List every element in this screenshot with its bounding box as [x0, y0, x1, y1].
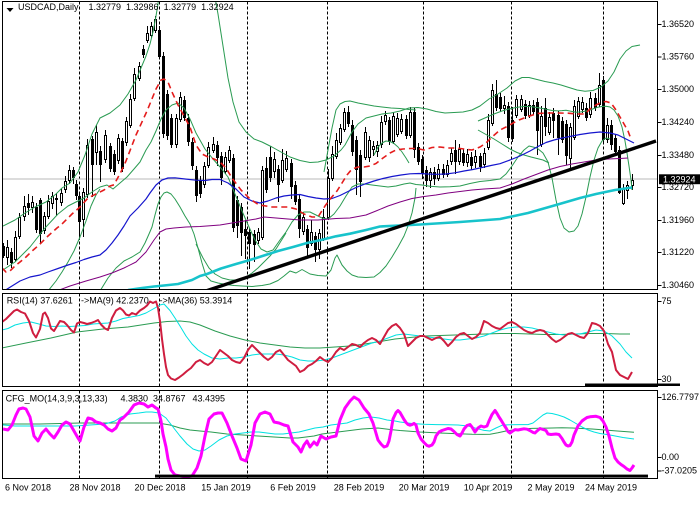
svg-text:34.8767: 34.8767 — [153, 394, 186, 404]
svg-text:20 Mar 2019: 20 Mar 2019 — [399, 483, 450, 493]
svg-text:1.32720: 1.32720 — [662, 182, 695, 192]
svg-text:->MA(36) 53.3914: ->MA(36) 53.3914 — [160, 296, 233, 306]
svg-text:6 Feb 2019: 6 Feb 2019 — [270, 483, 316, 493]
svg-text:43.4395: 43.4395 — [193, 394, 226, 404]
svg-text:28 Nov 2018: 28 Nov 2018 — [69, 483, 120, 493]
svg-text:USDCAD,Daily: USDCAD,Daily — [18, 2, 79, 12]
svg-text:2 May 2019: 2 May 2019 — [527, 483, 574, 493]
svg-text:28 Feb 2019: 28 Feb 2019 — [334, 483, 385, 493]
svg-text:75: 75 — [662, 296, 672, 306]
svg-text:10 Apr 2019: 10 Apr 2019 — [464, 483, 513, 493]
svg-text:1.30460: 1.30460 — [662, 280, 695, 290]
svg-text:1.31220: 1.31220 — [662, 247, 695, 257]
svg-text:1.32779 1.32986 1.32779 1.3: 1.32779 1.32986 1.32779 1.32924 — [89, 2, 234, 12]
svg-text:1.31960: 1.31960 — [662, 215, 695, 225]
svg-text:4.3830: 4.3830 — [121, 394, 149, 404]
svg-text:->MA(9) 42.2370: ->MA(9) 42.2370 — [81, 296, 149, 306]
svg-text:-37.0205: -37.0205 — [662, 466, 698, 476]
svg-text:RSI(14) 37.6261: RSI(14) 37.6261 — [7, 296, 73, 306]
svg-text:30: 30 — [662, 374, 672, 384]
svg-text:1.35000: 1.35000 — [662, 84, 695, 94]
svg-text:0.00: 0.00 — [662, 452, 680, 462]
svg-text:24 May 2019: 24 May 2019 — [585, 483, 637, 493]
svg-text:CFG_MO(14,3,9,3,13,33): CFG_MO(14,3,9,3,13,33) — [6, 394, 108, 404]
svg-text:1.32924: 1.32924 — [663, 174, 696, 184]
svg-text:1.35760: 1.35760 — [662, 52, 695, 62]
svg-text:126.7797: 126.7797 — [662, 392, 700, 402]
svg-text:1.33480: 1.33480 — [662, 150, 695, 160]
svg-text:1.36520: 1.36520 — [662, 19, 695, 29]
svg-text:6 Nov 2018: 6 Nov 2018 — [5, 483, 51, 493]
svg-text:15 Jan 2019: 15 Jan 2019 — [201, 483, 251, 493]
svg-text:20 Dec 2018: 20 Dec 2018 — [134, 483, 185, 493]
svg-text:1.34240: 1.34240 — [662, 117, 695, 127]
